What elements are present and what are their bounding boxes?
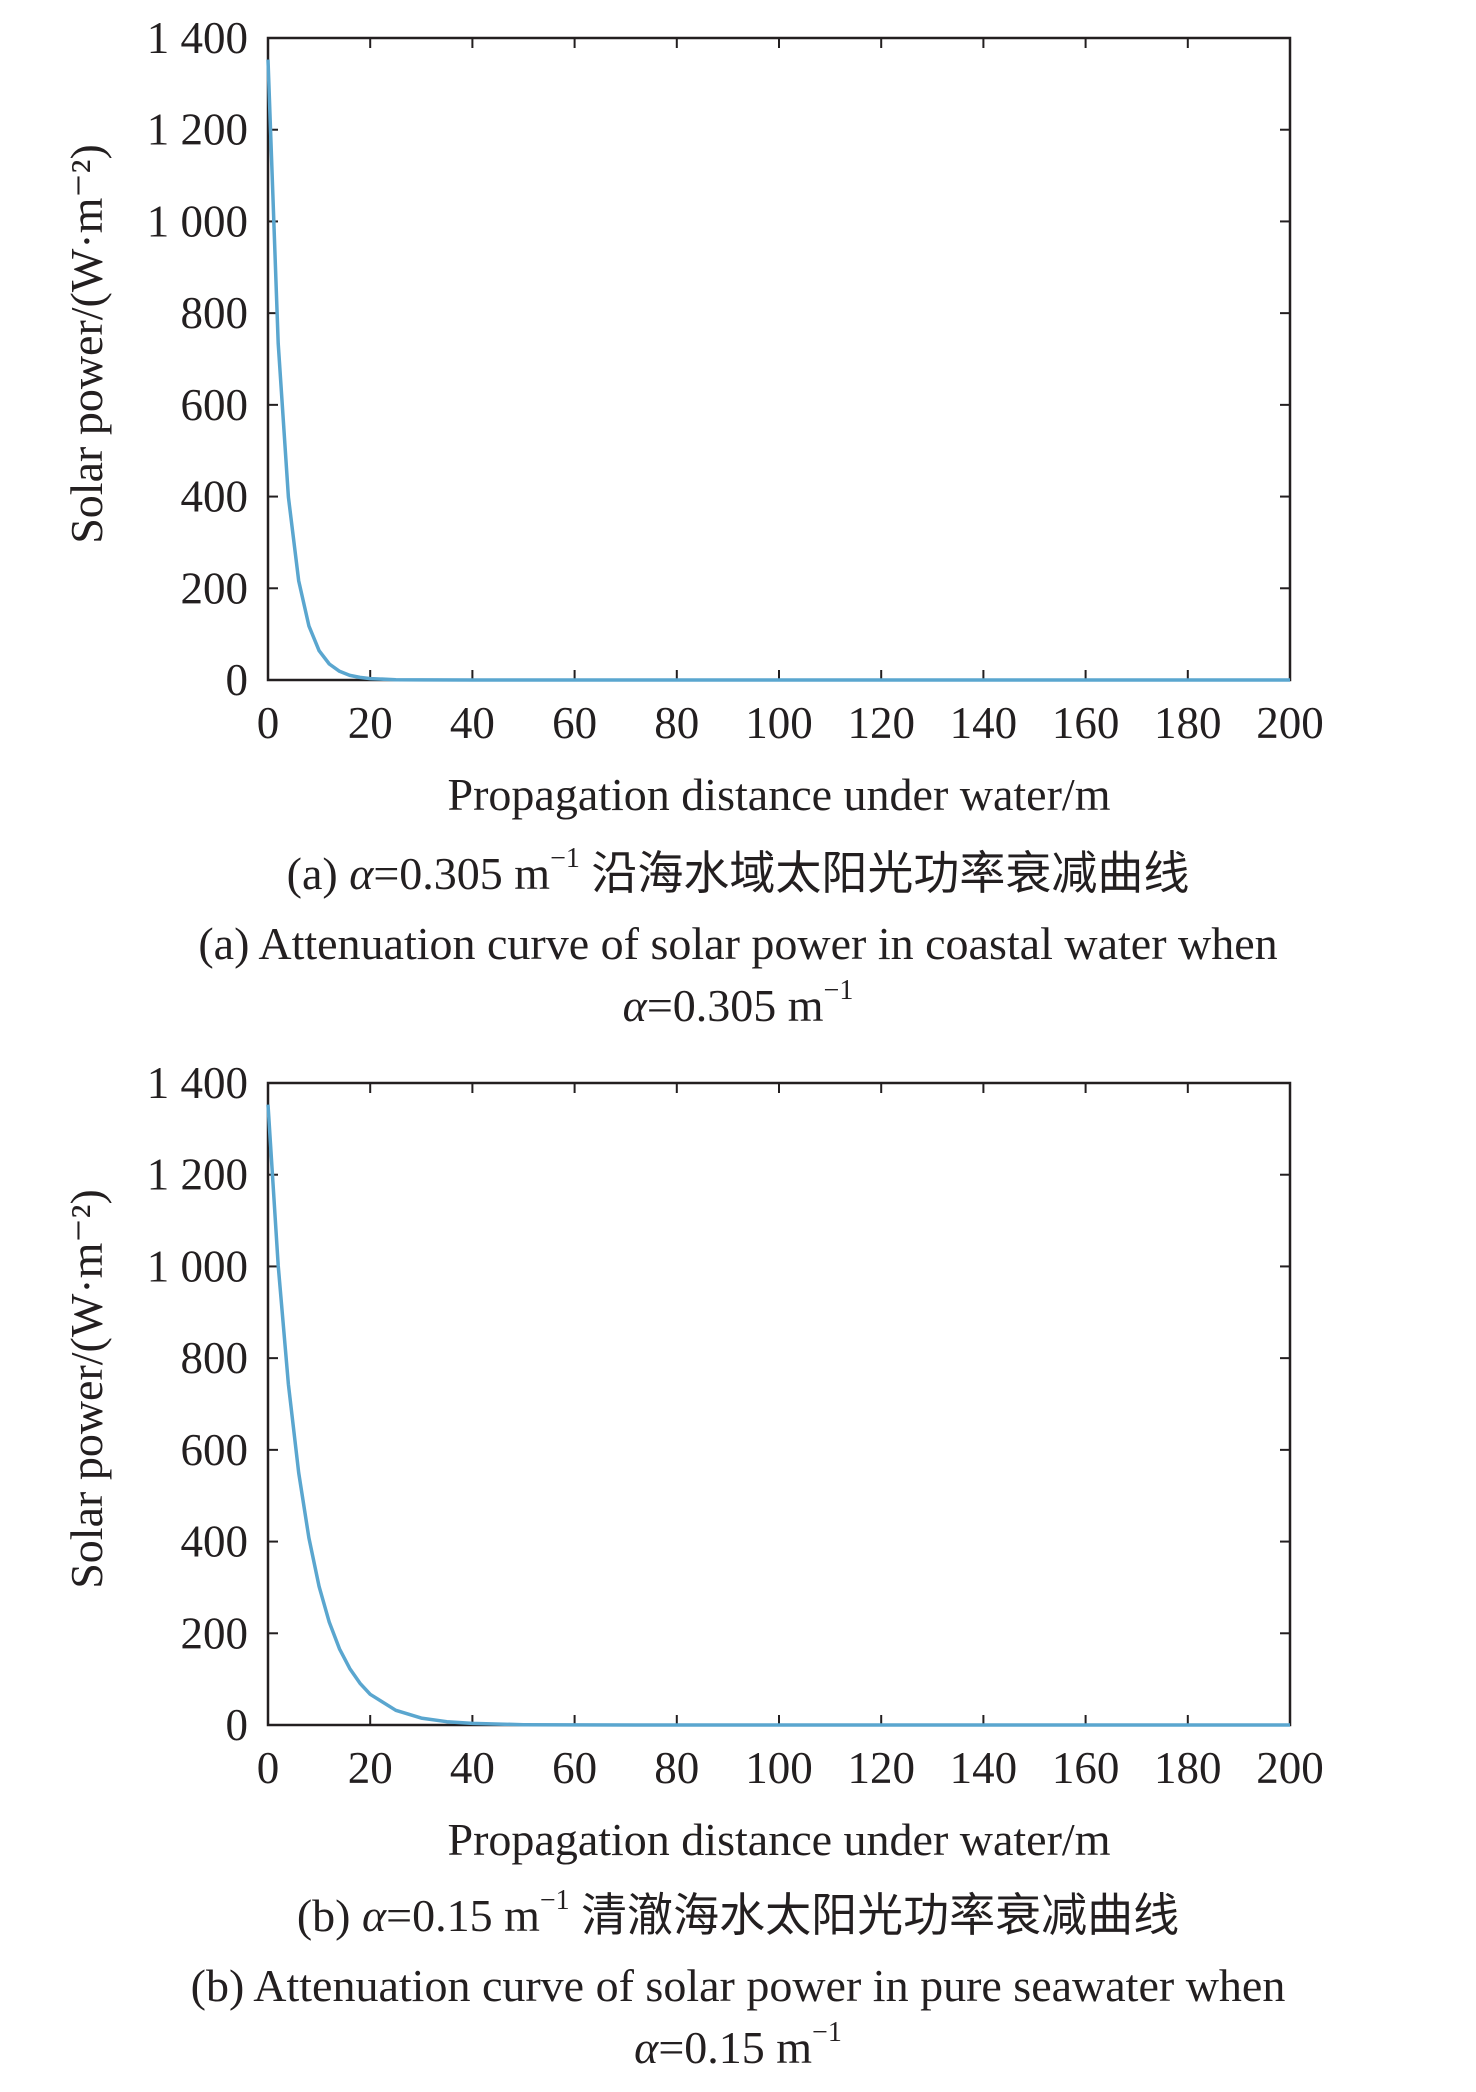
chart-panel-a: 0 20 40 60 80 100 120 140 160 180 200 0 200 400 600 800…	[0, 0, 1476, 1045]
y-tick-label: 600	[181, 1425, 249, 1475]
y-tick-label: 1 000	[147, 196, 248, 246]
caption-en-a-line1: (a) Attenuation curve of solar power in …	[198, 918, 1278, 969]
caption-en-b-line1: (b) Attenuation curve of solar power in …	[190, 1960, 1286, 2011]
y-tick-label: 0	[226, 1700, 249, 1750]
series-line	[266, 1104, 1290, 1727]
x-tick-label: 0	[257, 1743, 280, 1793]
y-axis-title: Solar power/(W·m⁻²)	[61, 144, 112, 544]
x-tick-label: 160	[1052, 698, 1120, 748]
caption-en-b-alpha: α	[634, 2022, 659, 2073]
caption-zh-a: (a) α=0.305 m−1 沿海水域太阳光功率衰减曲线	[0, 843, 1476, 905]
caption-en-a-alpha: α	[622, 980, 647, 1031]
chart-a: 0 20 40 60 80 100 120 140 160 180 200 0 200 400 600 800…	[61, 13, 1324, 820]
x-axis-title: Propagation distance under water/m	[448, 1814, 1111, 1865]
x-tick-label: 0	[257, 698, 280, 748]
caption-en-a-sup: −1	[823, 975, 854, 1006]
y-tick-label: 0	[226, 655, 249, 705]
x-tick-label: 60	[552, 698, 597, 748]
caption-zh-b-prefix: (b)	[296, 1890, 362, 1941]
series-line	[266, 59, 1290, 682]
x-tick-label: 180	[1154, 698, 1222, 748]
y-tick-label: 600	[181, 380, 249, 430]
y-tick-label: 1 200	[147, 105, 248, 155]
y-tick-label: 200	[181, 1608, 249, 1658]
x-tick-label: 100	[745, 698, 813, 748]
caption-zh-b: (b) α=0.15 m−1 清澈海水太阳光功率衰减曲线	[0, 1885, 1476, 1947]
caption-en-b-line2: α=0.15 m−1	[0, 2017, 1476, 2079]
caption-zh-b-alpha: α	[361, 1890, 387, 1941]
x-tick-label: 80	[654, 1743, 699, 1793]
x-tick-label: 120	[847, 698, 915, 748]
x-axis-title: Propagation distance under water/m	[448, 769, 1111, 820]
y-tick-label: 1 400	[147, 13, 248, 63]
caption-zh-a-text: 沿海水域太阳光功率衰减曲线	[579, 848, 1190, 899]
x-tick-label: 80	[654, 698, 699, 748]
x-tick-label: 60	[552, 1743, 597, 1793]
x-tick-label: 200	[1256, 1743, 1324, 1793]
x-tick-label: 40	[450, 698, 495, 748]
chart-b: 0 20 40 60 80 100 120 140 160 180 200 0 200 400 600 800…	[61, 1058, 1324, 1865]
x-tick-label: 200	[1256, 698, 1324, 748]
y-tick-label: 800	[181, 288, 249, 338]
caption-zh-a-value: =0.305 m	[373, 848, 551, 899]
caption-en-b: (b) Attenuation curve of solar power in …	[0, 1955, 1476, 2079]
x-tick-label: 20	[348, 1743, 393, 1793]
x-tick-label: 20	[348, 698, 393, 748]
caption-en-b-value: =0.15 m	[658, 2022, 813, 2073]
plot-frame	[266, 36, 1292, 682]
caption-zh-b-text: 清澈海水太阳光功率衰减曲线	[569, 1890, 1180, 1941]
caption-en-a-value: =0.305 m	[646, 980, 824, 1031]
x-tick-label: 180	[1154, 1743, 1222, 1793]
caption-zh-a-alpha: α	[349, 848, 374, 899]
caption-en-a: (a) Attenuation curve of solar power in …	[0, 913, 1476, 1037]
y-tick-label: 400	[181, 472, 249, 522]
x-tick-label: 140	[950, 698, 1018, 748]
caption-en-a-line2: α=0.305 m−1	[0, 975, 1476, 1037]
x-tick-label: 100	[745, 1743, 813, 1793]
y-tick-label: 200	[181, 563, 249, 613]
caption-zh-a-prefix: (a)	[286, 848, 350, 899]
caption-en-b-sup: −1	[812, 2017, 842, 2048]
y-axis-title: Solar power/(W·m⁻²)	[61, 1189, 112, 1589]
plot-frame	[266, 1081, 1292, 1727]
caption-zh-b-sup: −1	[539, 1885, 570, 1916]
y-tick-label: 1 000	[147, 1241, 248, 1291]
y-tick-label: 800	[181, 1333, 249, 1383]
y-tick-label: 1 400	[147, 1058, 248, 1108]
caption-zh-b-value: =0.15 m	[386, 1890, 540, 1941]
x-tick-label: 120	[847, 1743, 915, 1793]
x-tick-label: 140	[950, 1743, 1018, 1793]
y-tick-label: 400	[181, 1517, 249, 1567]
x-tick-label: 40	[450, 1743, 495, 1793]
caption-zh-a-sup: −1	[550, 843, 580, 874]
y-tick-label: 1 200	[147, 1150, 248, 1200]
chart-panel-b: 0 20 40 60 80 100 120 140 160 180 200 0 200 400 600 800…	[0, 1045, 1476, 2092]
x-tick-label: 160	[1052, 1743, 1120, 1793]
